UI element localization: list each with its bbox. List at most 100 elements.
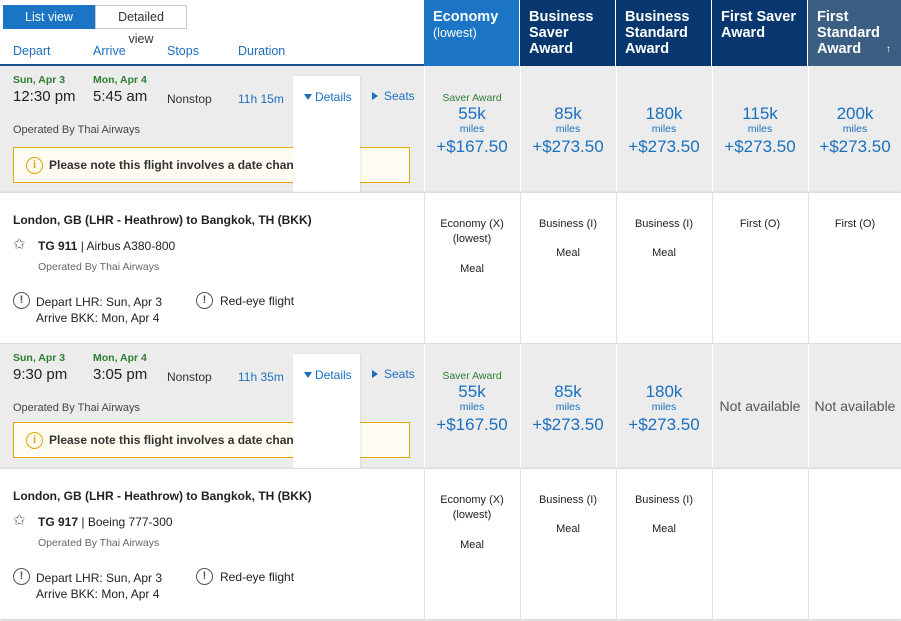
depart-info: Depart LHR: Sun, Apr 3 bbox=[36, 571, 163, 585]
miles-label: miles bbox=[459, 123, 485, 135]
arrive-time: 5:45 am bbox=[93, 88, 148, 105]
alert-icon: ! bbox=[13, 292, 30, 309]
fare-column-first-saver[interactable]: First Saver Award bbox=[712, 0, 807, 66]
not-available-label: Not available bbox=[814, 398, 896, 414]
details-tab[interactable]: Details bbox=[293, 354, 360, 469]
fare-cell-economy[interactable]: Saver Award 55k miles +$167.50 bbox=[424, 66, 519, 192]
cabin-class-name: Economy (X) bbox=[440, 494, 504, 506]
cabin-class: First (O) bbox=[739, 218, 781, 230]
fare-miles: 85k bbox=[554, 104, 582, 123]
cabin-class-name: Economy (X) bbox=[440, 218, 504, 230]
details-toggle[interactable]: Details bbox=[304, 90, 352, 104]
sort-ascending-icon: ↑ bbox=[886, 44, 891, 55]
fare-column-business-saver[interactable]: Business Saver Award bbox=[520, 0, 615, 66]
fare-miles: 180k bbox=[645, 382, 683, 401]
fare-column-subtitle: (lowest) bbox=[433, 26, 477, 40]
duration: 11h 35m bbox=[238, 370, 284, 384]
flight-detail-panel: London, GB (LHR - Heathrow) to Bangkok, … bbox=[0, 468, 901, 620]
fare-taxes: +$273.50 bbox=[532, 137, 604, 156]
notice-text: Please note this flight involves a date … bbox=[49, 158, 312, 172]
cabin-cell: Economy (X) (lowest) Meal bbox=[424, 469, 519, 619]
cabin-class-sub: (lowest) bbox=[452, 233, 492, 245]
fare-cell-first-standard[interactable]: 200k miles +$273.50 bbox=[808, 66, 901, 192]
miles-label: miles bbox=[842, 123, 868, 135]
caret-down-icon bbox=[304, 372, 312, 378]
cabin-cell: First (O) bbox=[712, 193, 807, 343]
cabin-cell: Business (I) Meal bbox=[520, 469, 615, 619]
details-tab[interactable]: Details bbox=[293, 76, 360, 193]
fare-taxes: +$167.50 bbox=[436, 415, 508, 434]
fare-miles: 200k bbox=[836, 104, 874, 123]
fare-cell-economy[interactable]: Saver Award 55k miles +$167.50 bbox=[424, 344, 519, 468]
miles-label: miles bbox=[747, 123, 773, 135]
fare-taxes: +$273.50 bbox=[724, 137, 796, 156]
seats-link[interactable]: Seats bbox=[372, 367, 415, 381]
depart-date: Sun, Apr 3 bbox=[13, 352, 66, 364]
sort-duration[interactable]: Duration bbox=[238, 44, 286, 58]
fare-miles: 115k bbox=[742, 104, 778, 123]
cabin-cell: Business (I) Meal bbox=[616, 193, 711, 343]
arrive-date: Mon, Apr 4 bbox=[93, 352, 147, 364]
fare-cell-business-saver[interactable]: 85k miles +$273.50 bbox=[520, 66, 615, 192]
meal-info: Meal bbox=[460, 263, 484, 275]
fare-column-title: First Saver Award bbox=[721, 9, 796, 41]
detailed-view-button[interactable]: Detailed view bbox=[95, 5, 187, 46]
meal-info: Meal bbox=[556, 523, 580, 535]
meal-info: Meal bbox=[460, 539, 484, 551]
fare-column-title: Business Saver Award bbox=[529, 9, 594, 57]
segment-dates: Depart LHR: Sun, Apr 3 Arrive BKK: Mon, … bbox=[36, 294, 162, 326]
fare-cell-business-saver[interactable]: 85k miles +$273.50 bbox=[520, 344, 615, 468]
cabin-class: Business (I) bbox=[634, 494, 694, 506]
cabin-class: Economy (X) (lowest) bbox=[425, 217, 519, 247]
cabin-cell bbox=[808, 469, 901, 619]
sort-arrive[interactable]: Arrive bbox=[93, 44, 126, 58]
route-title: London, GB (LHR - Heathrow) to Bangkok, … bbox=[13, 213, 312, 227]
fare-column-title: Business Standard Award bbox=[625, 9, 690, 57]
red-eye-warning: Red-eye flight bbox=[220, 294, 295, 308]
list-view-button[interactable]: List view bbox=[3, 5, 95, 29]
fare-column-business-standard[interactable]: Business Standard Award bbox=[616, 0, 711, 66]
seats-link[interactable]: Seats bbox=[372, 89, 415, 103]
cabin-cell: First (O) bbox=[808, 193, 901, 343]
fare-taxes: +$273.50 bbox=[628, 415, 700, 434]
operated-by: Operated By Thai Airways bbox=[13, 402, 140, 414]
cabin-class: Business (I) bbox=[634, 218, 694, 230]
fare-column-economy[interactable]: Economy (lowest) bbox=[424, 0, 519, 66]
cabin-cell: Economy (X) (lowest) Meal bbox=[424, 193, 519, 343]
segment-dates: Depart LHR: Sun, Apr 3 Arrive BKK: Mon, … bbox=[36, 570, 162, 602]
details-toggle[interactable]: Details bbox=[304, 368, 352, 382]
cabin-class: Business (I) bbox=[538, 218, 598, 230]
depart-info: Depart LHR: Sun, Apr 3 bbox=[36, 295, 163, 309]
meal-info: Meal bbox=[652, 247, 676, 259]
miles-label: miles bbox=[459, 401, 485, 413]
aircraft-type: Boeing 777-300 bbox=[87, 515, 173, 529]
saver-award-label: Saver Award bbox=[442, 370, 502, 382]
info-icon: i bbox=[26, 432, 43, 449]
fare-cell-business-standard[interactable]: 180k miles +$273.50 bbox=[616, 344, 711, 468]
fare-cell-business-standard[interactable]: 180k miles +$273.50 bbox=[616, 66, 711, 192]
star-alliance-icon: ✩ bbox=[13, 236, 26, 253]
red-eye-warning: Red-eye flight bbox=[220, 570, 295, 584]
sort-depart[interactable]: Depart bbox=[13, 44, 51, 58]
miles-label: miles bbox=[555, 123, 581, 135]
fare-column-title: First Standard Award bbox=[817, 9, 880, 57]
cabin-class: Business (I) bbox=[538, 494, 598, 506]
fare-cell-first-saver: Not available bbox=[712, 344, 807, 468]
cabin-cell: Business (I) Meal bbox=[520, 193, 615, 343]
aircraft-type: Airbus A380-800 bbox=[86, 239, 176, 253]
depart-time: 12:30 pm bbox=[13, 88, 76, 105]
seats-label: Seats bbox=[384, 89, 415, 103]
saver-award-label: Saver Award bbox=[442, 92, 502, 104]
alert-icon: ! bbox=[196, 568, 213, 585]
cabin-class: Economy (X) (lowest) bbox=[425, 493, 519, 523]
results-header: List view Detailed view Depart Arrive St… bbox=[0, 0, 424, 66]
caret-right-icon bbox=[372, 370, 378, 378]
alert-icon: ! bbox=[13, 568, 30, 585]
sort-stops[interactable]: Stops bbox=[167, 44, 199, 58]
fare-cell-first-saver[interactable]: 115k miles +$273.50 bbox=[712, 66, 807, 192]
miles-label: miles bbox=[651, 401, 677, 413]
stops: Nonstop bbox=[167, 92, 212, 106]
arrive-info: Arrive BKK: Mon, Apr 4 bbox=[36, 311, 160, 325]
fare-column-first-standard[interactable]: First Standard Award ↑ bbox=[808, 0, 901, 66]
fare-taxes: +$167.50 bbox=[436, 137, 508, 156]
